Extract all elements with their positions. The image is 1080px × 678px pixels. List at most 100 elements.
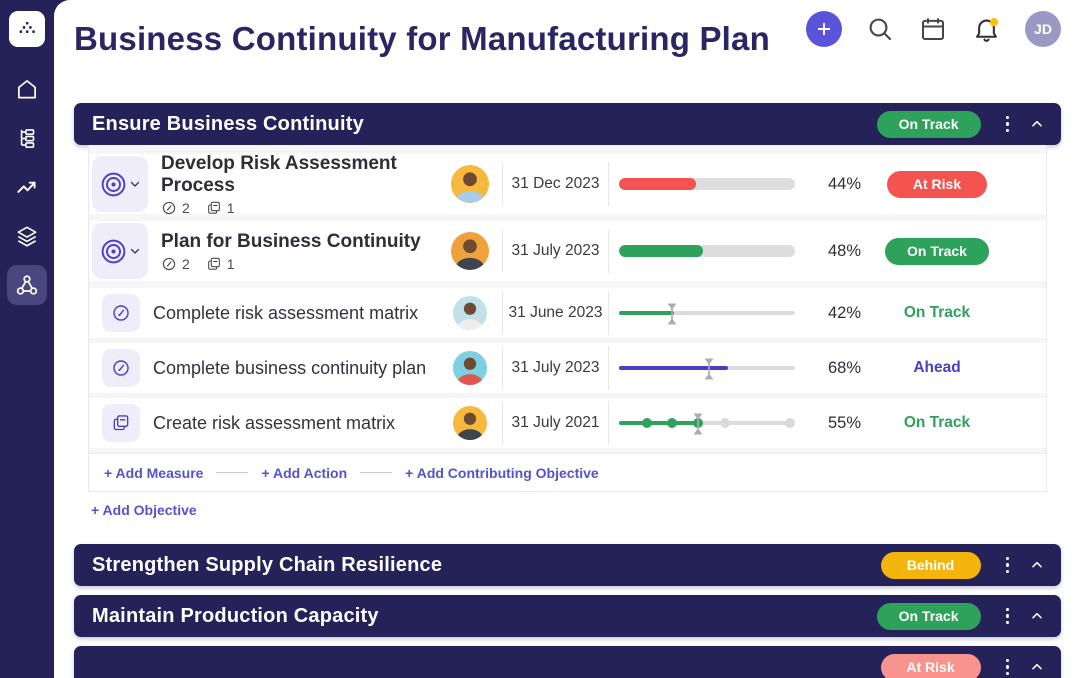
- row-title[interactable]: Plan for Business Continuity: [161, 230, 421, 252]
- status-badge[interactable]: On Track: [876, 110, 981, 138]
- assignee-avatar[interactable]: [453, 351, 487, 385]
- objective-header[interactable]: Ensure Business Continuity On Track: [74, 103, 1061, 145]
- kebab-menu-icon[interactable]: [1000, 655, 1016, 678]
- add-button[interactable]: [806, 11, 842, 47]
- kr-row: Develop Risk Assessment Process 2 1 31 D…: [89, 152, 1046, 216]
- status-badge[interactable]: On Track: [885, 237, 989, 265]
- gauge-icon: [161, 256, 177, 272]
- calendar-icon[interactable]: [918, 14, 948, 44]
- structure-icon: [14, 125, 40, 151]
- sidebar-item-trend[interactable]: [7, 167, 47, 207]
- search-icon[interactable]: [865, 14, 895, 44]
- add-links-row: + Add Measure + Add Action + Add Contrib…: [89, 453, 1046, 491]
- objective-header[interactable]: Strengthen Supply Chain Resilience Behin…: [74, 544, 1061, 586]
- user-avatar[interactable]: JD: [1025, 11, 1061, 47]
- milestone-dot[interactable]: [642, 418, 653, 428]
- status-badge[interactable]: On Track: [876, 602, 981, 630]
- assignee-avatar[interactable]: [453, 296, 487, 330]
- page-title: Business Continuity for Manufacturing Pl…: [74, 20, 770, 57]
- gauge-count: 2: [161, 256, 190, 272]
- sidebar-item-network[interactable]: [7, 265, 47, 305]
- assignee-avatar[interactable]: [451, 232, 489, 270]
- home-icon: [14, 76, 40, 102]
- add-link[interactable]: + Add Measure: [104, 464, 204, 481]
- row-title[interactable]: Create risk assessment matrix: [153, 412, 396, 433]
- target-icon-tile[interactable]: [92, 223, 148, 279]
- objective-header[interactable]: Maintain Production Capacity On Track: [74, 595, 1061, 637]
- progress-slider[interactable]: [619, 298, 795, 328]
- kr-row: Plan for Business Continuity 2 1 31 July…: [89, 221, 1046, 281]
- progress-value: 48%: [827, 241, 861, 260]
- target-marker-icon[interactable]: [666, 300, 678, 333]
- milestone-slider[interactable]: [619, 408, 795, 438]
- objective-title: Ensure Business Continuity: [92, 112, 364, 135]
- due-date: 31 July 2023: [502, 229, 609, 273]
- row-title[interactable]: Complete risk assessment matrix: [153, 302, 419, 323]
- target-icon-tile[interactable]: [92, 156, 148, 212]
- app-logo-icon[interactable]: [9, 11, 45, 47]
- kr-row: Complete risk assessment matrix 31 June …: [89, 288, 1046, 338]
- due-date: 31 June 2023: [502, 291, 609, 335]
- chevron-up-icon[interactable]: [1029, 116, 1045, 132]
- gauge-icon: [111, 358, 131, 378]
- objective-title: Strengthen Supply Chain Resilience: [92, 553, 443, 576]
- add-link[interactable]: + Add Contributing Objective: [405, 464, 599, 481]
- gauge-icon: [111, 303, 131, 323]
- chevron-up-icon[interactable]: [1029, 659, 1045, 675]
- chevron-up-icon[interactable]: [1029, 608, 1045, 624]
- target-marker-icon[interactable]: [692, 410, 704, 443]
- progress-value: 68%: [827, 358, 861, 377]
- assignee-avatar[interactable]: [451, 165, 489, 203]
- header-actions: JD: [806, 8, 1061, 50]
- status-badge[interactable]: Behind: [880, 551, 981, 579]
- chevron-up-icon[interactable]: [1029, 557, 1045, 573]
- due-date: 31 July 2021: [502, 401, 609, 445]
- status-label[interactable]: On Track: [903, 414, 971, 431]
- sidebar-item-home[interactable]: [7, 69, 47, 109]
- objective-title: Maintain Production Capacity: [92, 604, 379, 627]
- status-label[interactable]: On Track: [903, 304, 971, 321]
- kebab-menu-icon[interactable]: [1000, 604, 1016, 629]
- main-area: Business Continuity for Manufacturing Pl…: [54, 0, 1080, 678]
- status-label[interactable]: Ahead: [913, 359, 961, 376]
- progress-value: 42%: [827, 303, 861, 322]
- kr-row: Create risk assessment matrix 31 July 20…: [89, 398, 1046, 448]
- progress-bar: [619, 178, 795, 190]
- progress-value: 55%: [827, 413, 861, 432]
- divider: [216, 472, 249, 473]
- kebab-menu-icon[interactable]: [1000, 112, 1016, 137]
- gauge-icon-tile[interactable]: [102, 294, 140, 332]
- copy-icon: [206, 200, 222, 216]
- due-date: 31 July 2023: [502, 346, 609, 390]
- row-title[interactable]: Develop Risk Assessment Process: [161, 152, 397, 196]
- milestone-dot[interactable]: [666, 418, 677, 428]
- sidebar: [0, 0, 54, 678]
- add-link[interactable]: + Add Action: [261, 464, 348, 481]
- target-marker-icon[interactable]: [703, 355, 715, 388]
- milestone-dot[interactable]: [719, 418, 730, 428]
- sidebar-item-layers[interactable]: [7, 216, 47, 256]
- assignee-avatar[interactable]: [453, 406, 487, 440]
- network-icon: [14, 272, 40, 298]
- gauge-icon-tile[interactable]: [102, 349, 140, 387]
- copy-icon-tile[interactable]: [102, 404, 140, 442]
- progress-value: 44%: [827, 174, 861, 193]
- add-objective-link[interactable]: + Add Objective: [91, 502, 197, 518]
- kebab-menu-icon[interactable]: [1000, 553, 1016, 578]
- divider: [360, 472, 393, 473]
- objective-header[interactable]: At Risk: [74, 646, 1061, 678]
- top-bar: Business Continuity for Manufacturing Pl…: [74, 0, 1061, 103]
- copy-count: 1: [206, 256, 235, 272]
- sidebar-item-structure[interactable]: [7, 118, 47, 158]
- row-title[interactable]: Complete business continuity plan: [153, 357, 427, 378]
- milestone-dot[interactable]: [784, 418, 795, 428]
- chevron-down-icon[interactable]: [129, 245, 141, 257]
- status-badge[interactable]: At Risk: [880, 653, 981, 678]
- progress-slider[interactable]: [619, 353, 795, 383]
- status-badge[interactable]: At Risk: [887, 170, 987, 198]
- copy-count: 1: [206, 200, 235, 216]
- objective-panel: Develop Risk Assessment Process 2 1 31 D…: [88, 145, 1047, 492]
- notifications-bell-icon[interactable]: [971, 14, 1002, 45]
- chevron-down-icon[interactable]: [129, 178, 141, 190]
